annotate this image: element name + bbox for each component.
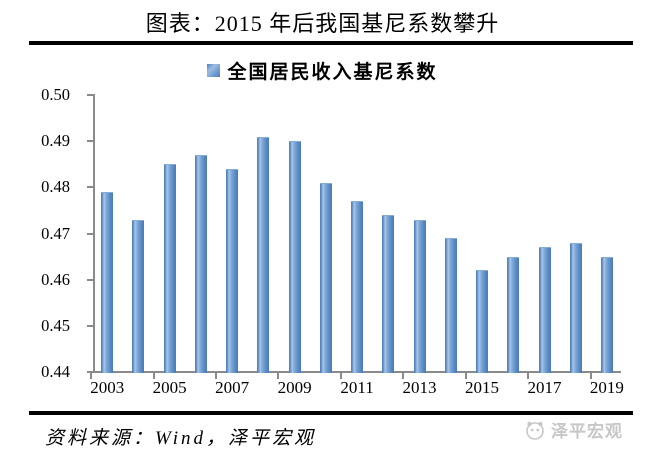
- bar-2015: [476, 270, 488, 373]
- x-axis-tick: [527, 373, 530, 379]
- y-axis-label: 0.48: [41, 177, 70, 197]
- y-axis-label: 0.49: [41, 131, 70, 151]
- bar-2014: [444, 238, 457, 373]
- page-title: 图表：2015 年后我国基尼系数攀升: [145, 11, 500, 36]
- x-axis-tick: [277, 373, 280, 379]
- y-axis-label: 0.50: [41, 85, 70, 104]
- y-axis-tick: [87, 278, 94, 281]
- bar-2018: [569, 242, 582, 373]
- x-axis-tick: [464, 373, 467, 379]
- x-axis-label: 2015: [465, 378, 499, 397]
- zeping-logo-icon: [526, 421, 544, 440]
- bar-2016: [507, 256, 520, 373]
- y-axis-tick: [87, 232, 94, 235]
- y-axis-tick: [87, 186, 94, 189]
- x-axis-tick: [214, 373, 217, 379]
- bar-2008: [257, 136, 270, 373]
- watermark-label: 泽平宏观: [551, 422, 623, 441]
- source-note: 资料来源：Wind，泽平宏观: [45, 428, 317, 449]
- y-axis-tick: [87, 140, 94, 143]
- bar-2013: [413, 219, 426, 373]
- bar-2004: [132, 219, 145, 373]
- x-axis-label: 2013: [402, 378, 437, 397]
- y-axis-tick: [87, 371, 94, 373]
- x-axis-label: 2019: [589, 378, 624, 397]
- footer-divider: [29, 411, 633, 415]
- legend: 全国居民收入基尼系数: [0, 57, 645, 84]
- x-axis-tick: [152, 373, 155, 379]
- x-axis-tick: [589, 373, 592, 379]
- bar-2006: [194, 155, 207, 373]
- legend-marker-icon: [207, 64, 221, 77]
- y-axis-label: 0.46: [41, 269, 70, 289]
- bar-2017: [538, 247, 551, 373]
- x-axis-tick: [90, 373, 92, 379]
- y-axis-tick: [87, 324, 94, 327]
- x-axis-label: 2009: [277, 378, 312, 397]
- y-axis-line: [93, 94, 95, 373]
- title-divider: [29, 41, 633, 45]
- x-axis-label: 2003: [90, 378, 125, 397]
- watermark: 泽平宏观: [524, 417, 623, 442]
- x-axis-tick: [402, 373, 405, 379]
- x-axis-tick: [339, 373, 342, 379]
- y-axis-label: 0.47: [41, 223, 70, 243]
- bar-2012: [382, 215, 395, 373]
- x-axis-label: 2005: [152, 378, 187, 397]
- bar-2009: [288, 141, 301, 373]
- x-axis-label: 2011: [340, 378, 374, 397]
- x-axis-label: 2017: [527, 378, 562, 397]
- bar-2010: [319, 182, 332, 373]
- bar-2007: [226, 168, 239, 373]
- y-axis-label: 0.44: [41, 362, 70, 381]
- bar-2003: [101, 192, 114, 373]
- bar-2005: [163, 164, 176, 373]
- y-axis-label: 0.45: [41, 315, 70, 335]
- bar-2011: [351, 201, 364, 373]
- y-axis-tick: [87, 94, 94, 96]
- bar-2019: [600, 256, 613, 373]
- x-axis-label: 2007: [215, 378, 250, 397]
- legend-label: 全国居民收入基尼系数: [227, 62, 438, 83]
